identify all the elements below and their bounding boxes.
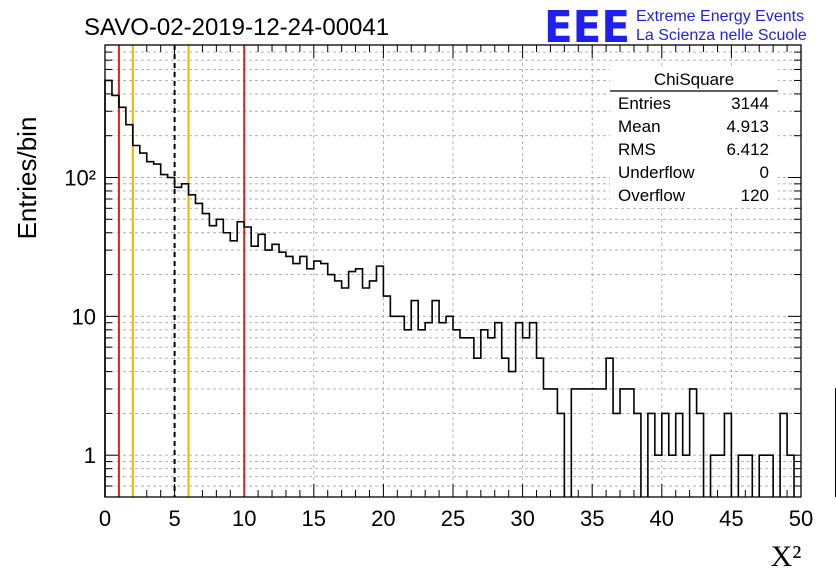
stats-value: 6.412 [726, 140, 769, 159]
page-title: SAVO-02-2019-12-24-00041 [84, 14, 389, 41]
stats-label: Underflow [618, 163, 695, 182]
x-tick-label: 30 [510, 506, 534, 531]
stats-box: ChiSquare Entries 3144 Mean 4.913 RMS 6.412 Un… [610, 68, 778, 208]
histogram-line [104, 79, 836, 497]
grid [105, 45, 801, 497]
x-tick-label: 20 [371, 506, 395, 531]
x-tick-label: 50 [789, 506, 813, 531]
x-tick-label: 40 [650, 506, 674, 531]
x-tick-labels: 0 5 10 15 20 25 30 35 40 45 50 [99, 506, 813, 531]
x-tick-label: 15 [302, 506, 326, 531]
stats-value: 120 [741, 186, 769, 205]
stats-rows: Entries 3144 Mean 4.913 RMS 6.412 Underflow 0 Ov… [618, 94, 769, 205]
y-tick-label: 10² [64, 165, 96, 190]
stats-label: Mean [618, 117, 661, 136]
reference-lines [117, 45, 246, 497]
logo-line-1: Extreme Energy Events [636, 8, 804, 25]
x-tick-label: 5 [168, 506, 180, 531]
stats-value: 3144 [731, 94, 769, 113]
stats-value: 0 [760, 163, 769, 182]
logo-line-2: La Scienza nelle Scuole [636, 27, 807, 44]
stats-label: Entries [618, 94, 671, 113]
histogram [104, 79, 836, 497]
stats-label: Overflow [618, 186, 686, 205]
x-tick-label: 10 [232, 506, 256, 531]
x-axis-title: X² [771, 540, 802, 572]
plot-frame [104, 44, 802, 498]
stats-box-title: ChiSquare [654, 70, 734, 89]
x-tick-label: 45 [719, 506, 743, 531]
x-tick-label: 0 [99, 506, 111, 531]
x-tick-label: 25 [441, 506, 465, 531]
y-axis-title: Entries/bin [12, 117, 42, 240]
eee-logo: EEE Extreme Energy Events La Scienza nel… [544, 2, 807, 53]
stats-value: 4.913 [726, 117, 769, 136]
y-tick-labels: 1 10 10² [64, 165, 96, 468]
y-tick-label: 1 [84, 443, 96, 468]
x-tick-label: 35 [580, 506, 604, 531]
stats-label: RMS [618, 140, 656, 159]
y-tick-label: 10 [72, 304, 96, 329]
